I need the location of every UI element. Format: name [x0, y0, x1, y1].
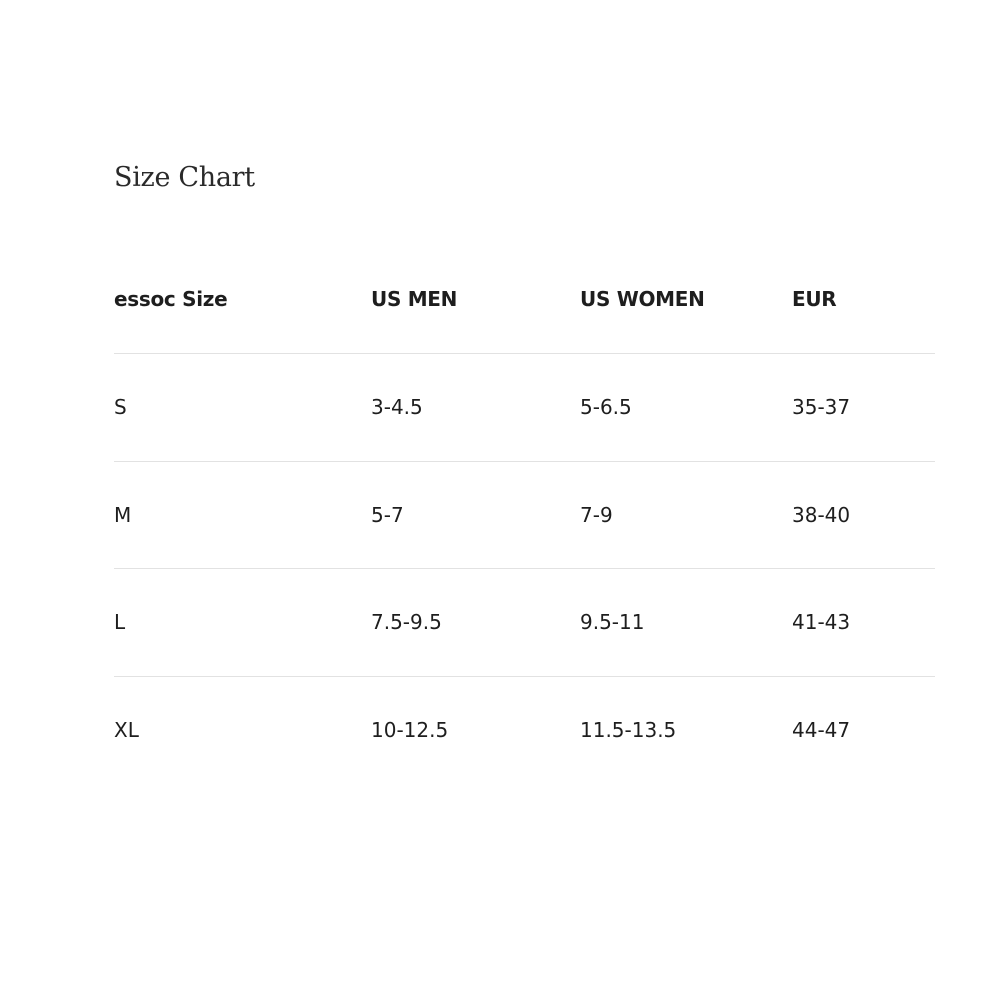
cell-us-men: 10-12.5: [371, 717, 449, 742]
page-title: Size Chart: [114, 162, 255, 193]
table-row: L 7.5-9.5 9.5-11 41-43: [114, 569, 935, 677]
table-header-row: essoc Size US MEN US WOMEN EUR: [114, 246, 935, 354]
cell-us-women: 7-9: [580, 502, 613, 527]
cell-eur: 41-43: [792, 610, 851, 634]
table-row: S 3-4.5 5-6.5 35-37: [114, 354, 935, 462]
cell-us-women: 5-6.5: [580, 395, 632, 419]
header-eur: EUR: [792, 287, 837, 311]
size-chart-table: essoc Size US MEN US WOMEN EUR S 3-4.5 5…: [114, 246, 935, 783]
header-us-men: US MEN: [371, 287, 458, 311]
cell-us-men: 5-7: [371, 502, 404, 527]
header-us-women: US WOMEN: [580, 287, 705, 311]
cell-us-men: 3-4.5: [371, 395, 423, 419]
table-row: XL 10-12.5 11.5-13.5 44-47: [114, 677, 935, 784]
cell-us-women: 9.5-11: [580, 610, 645, 634]
cell-size: S: [114, 395, 127, 419]
cell-eur: 38-40: [792, 502, 851, 527]
cell-size: M: [114, 502, 132, 527]
cell-size: XL: [114, 717, 139, 742]
cell-eur: 44-47: [792, 717, 851, 742]
cell-us-women: 11.5-13.5: [580, 717, 677, 742]
cell-eur: 35-37: [792, 395, 851, 419]
table-row: M 5-7 7-9 38-40: [114, 462, 935, 569]
header-essoc-size: essoc Size: [114, 287, 228, 311]
cell-size: L: [114, 610, 126, 634]
cell-us-men: 7.5-9.5: [371, 610, 442, 634]
